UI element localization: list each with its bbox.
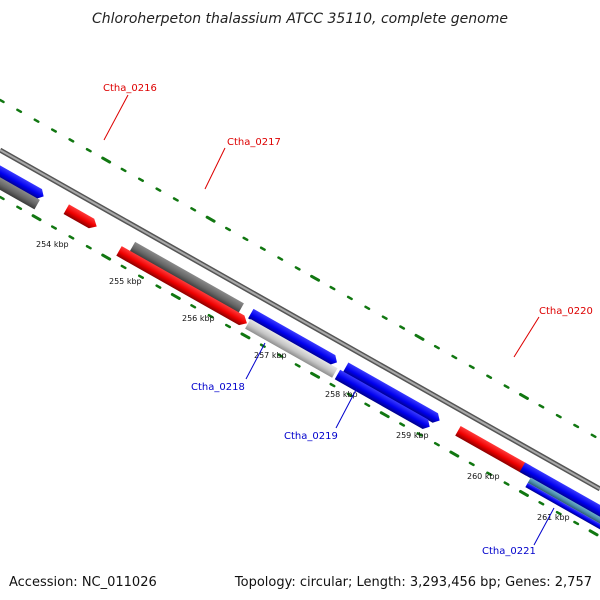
gene-arrow-ctha-0216[interactable] <box>63 204 100 231</box>
callout-line-ctha-0219 <box>335 387 358 429</box>
gene-label-ctha-0219[interactable]: Ctha_0219 <box>284 431 338 442</box>
gene-callouts: Ctha_0216 Ctha_0217 Ctha_0218 Ctha_0219 … <box>103 83 593 557</box>
tick-label-254: 254 kbp <box>36 240 69 249</box>
inner-tick-row <box>0 195 599 537</box>
tick-label-257: 257 kbp <box>254 351 287 360</box>
gene-label-ctha-0221[interactable]: Ctha_0221 <box>482 546 536 557</box>
callout-line-ctha-0218 <box>245 342 266 380</box>
tick-label-260: 260 kbp <box>467 472 500 481</box>
tick-labels: 254 kbp 255 kbp 256 kbp 257 kbp 258 kbp … <box>36 240 570 522</box>
gene-arrow-ctha-0215[interactable] <box>0 160 46 202</box>
callout-line-ctha-0220 <box>513 316 540 358</box>
gene-label-ctha-0216[interactable]: Ctha_0216 <box>103 83 157 94</box>
gene-arrow-ctha-0217[interactable] <box>129 241 244 313</box>
gene-label-ctha-0220[interactable]: Ctha_0220 <box>539 306 593 317</box>
gene-arrow-ctha-0221[interactable] <box>527 477 600 539</box>
genome-stats-text: Topology: circular; Length: 3,293,456 bp… <box>234 575 592 590</box>
tick-label-258: 258 kbp <box>325 390 358 399</box>
tick-label-259: 259 kbp <box>396 431 429 440</box>
gene-arrow-ctha-0217b[interactable] <box>116 246 249 328</box>
callout-line-ctha-0217 <box>204 147 226 190</box>
outer-tick-row <box>0 98 597 439</box>
genes-inner-strand[interactable] <box>0 172 600 543</box>
gene-arrow-ctha-0221-lower[interactable] <box>525 482 600 543</box>
tick-label-256: 256 kbp <box>182 314 215 323</box>
map-title: Chloroherpeton thalassium ATCC 35110, co… <box>92 11 508 27</box>
callout-line-ctha-0221 <box>533 507 555 546</box>
genes-outer-strand[interactable] <box>0 160 600 531</box>
gene-arrow-ctha-0215b[interactable] <box>0 172 40 210</box>
gene-arrow-ctha-0220[interactable] <box>455 426 536 478</box>
gene-arrow-ctha-0221-part[interactable] <box>519 462 600 531</box>
gene-arrow-ctha-0219-part[interactable] <box>248 308 340 367</box>
gene-arrow-ctha-0218[interactable] <box>245 318 338 378</box>
gene-arrow-ctha-0219b[interactable] <box>334 369 433 432</box>
callout-line-ctha-0216 <box>103 94 129 141</box>
gene-label-ctha-0218[interactable]: Ctha_0218 <box>191 382 245 393</box>
tick-label-261: 261 kbp <box>537 513 570 522</box>
tick-label-255: 255 kbp <box>109 277 142 286</box>
backbone <box>0 147 600 492</box>
gene-label-ctha-0217[interactable]: Ctha_0217 <box>227 137 281 148</box>
accession-text: Accession: NC_011026 <box>9 575 157 590</box>
gene-arrow-ctha-0219[interactable] <box>342 362 442 426</box>
